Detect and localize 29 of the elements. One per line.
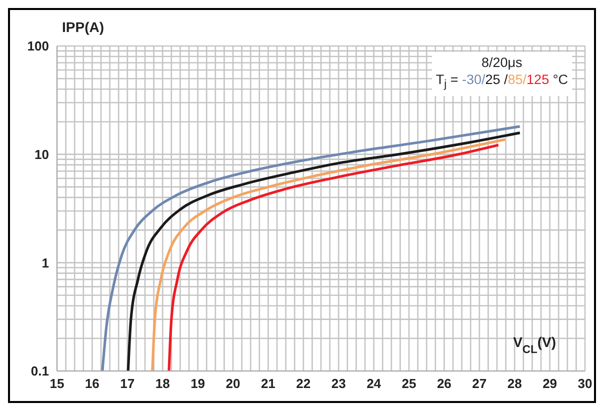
y-tick-label: 1: [42, 255, 49, 270]
x-tick-label: 17: [120, 376, 135, 392]
x-tick-label: 27: [472, 376, 487, 392]
x-tick-label: 30: [578, 376, 592, 392]
x-tick-label: 20: [226, 376, 240, 392]
x-tick-label: 15: [50, 376, 64, 392]
x-tick-label: 21: [260, 376, 276, 392]
y-tick-label: 0.1: [30, 364, 49, 379]
text: 125: [526, 72, 550, 87]
x-tick-label: 29: [542, 376, 558, 392]
x-tick-label: 26: [436, 376, 452, 392]
y-tick-label: 10: [34, 146, 49, 162]
x-tick-label: 18: [155, 376, 170, 392]
annotation: 8/20μs: [480, 54, 524, 71]
x-tick-label: 16: [84, 376, 100, 392]
x-tick-label: 19: [190, 376, 206, 392]
y-axis-title: IPP(A): [62, 19, 104, 35]
x-axis-title: V$_{CL}$(V): [513, 334, 556, 356]
x-tick-label: 25: [402, 376, 416, 392]
x-tick-label: 22: [296, 376, 311, 392]
text: 25 /: [485, 72, 508, 87]
x-tick-label: 23: [331, 376, 346, 392]
text: 85/: [508, 72, 527, 87]
x-tick-label: 28: [507, 376, 522, 392]
y-tick-label: 100: [27, 38, 49, 54]
text: -30/: [462, 72, 486, 87]
x-tick-label: 24: [366, 376, 382, 392]
legend-title: T$_{j}$ =: [436, 72, 458, 91]
annotation: °C: [552, 72, 568, 87]
